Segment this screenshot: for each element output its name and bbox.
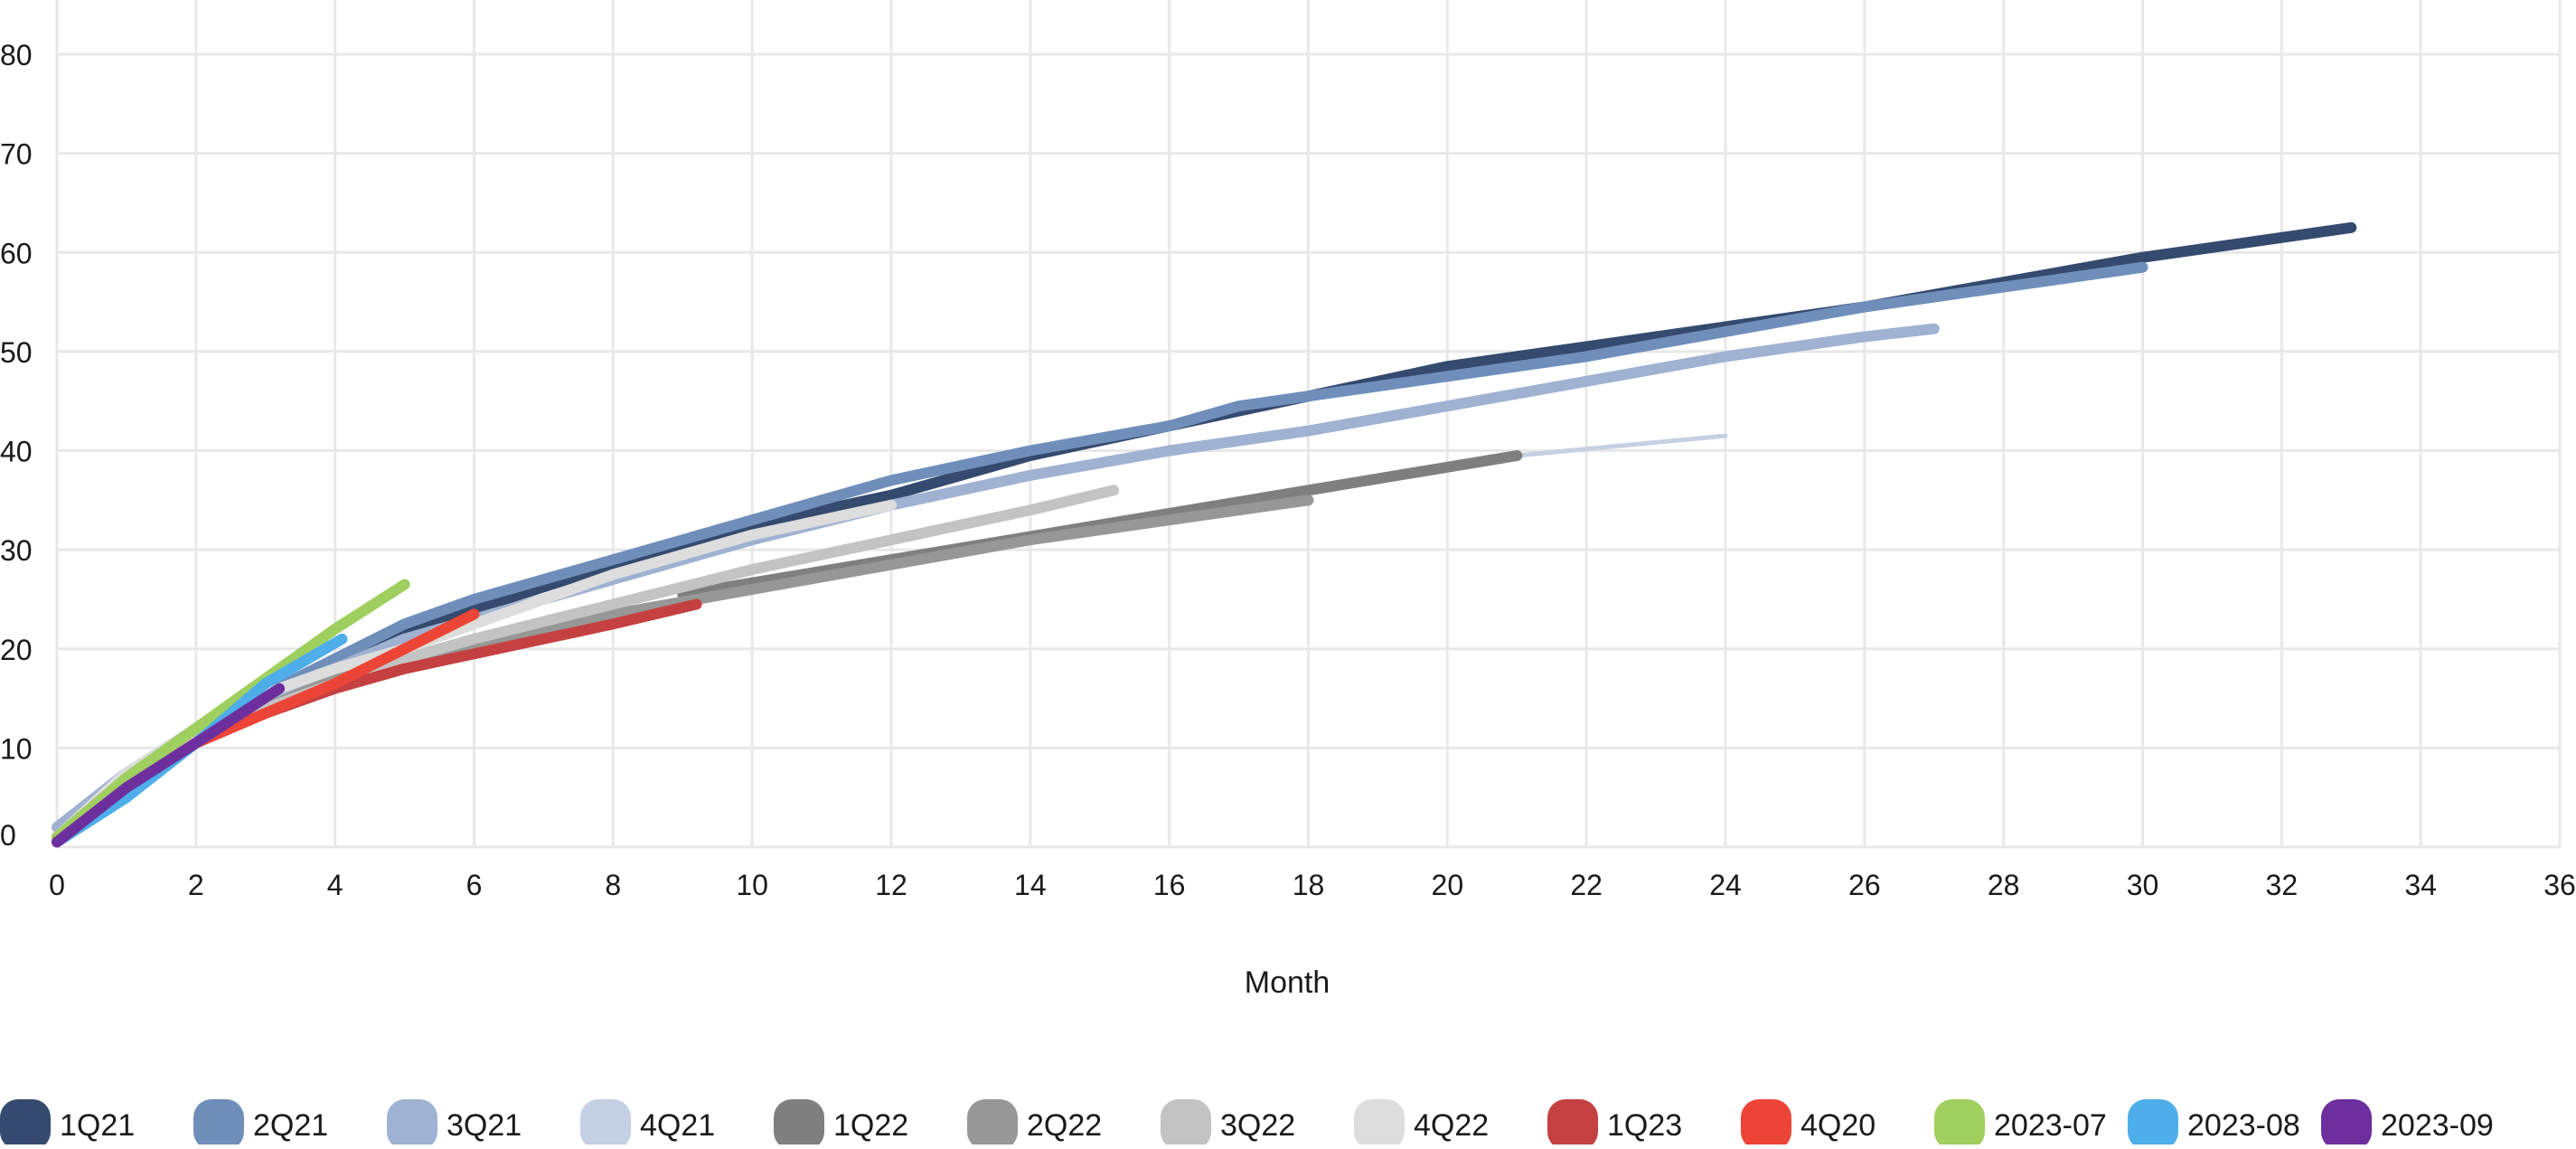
series-lines — [52, 221, 2357, 848]
legend-item-1Q23[interactable]: 1Q23 — [1547, 1099, 1682, 1149]
y-axis-ticks: 0 10 20 30 40 50 60 70 80 — [0, 39, 33, 852]
x-tick-label: 22 — [1570, 869, 1603, 901]
legend-label: 1Q23 — [1607, 1108, 1682, 1143]
legend-swatch — [0, 1099, 51, 1149]
x-tick-label: 32 — [2266, 869, 2299, 901]
legend-item-3Q22[interactable]: 3Q22 — [1161, 1099, 1295, 1149]
legend-label: 2023-08 — [2187, 1108, 2300, 1143]
legend-swatch — [1741, 1099, 1791, 1149]
x-tick-label: 30 — [2127, 869, 2159, 901]
legend-label: 3Q22 — [1220, 1108, 1295, 1143]
series-line-1Q21 — [52, 221, 2357, 843]
x-tick-label: 2 — [188, 869, 204, 901]
legend-swatch — [580, 1099, 631, 1149]
x-tick-label: 24 — [1709, 869, 1742, 901]
x-tick-label: 20 — [1432, 869, 1464, 901]
y-tick-label: 30 — [0, 534, 33, 567]
legend-item-2023-09[interactable]: 2023-09 — [2321, 1099, 2494, 1149]
legend-item-2023-07[interactable]: 2023-07 — [1934, 1099, 2107, 1149]
grid — [55, 0, 2562, 849]
y-tick-label: 60 — [0, 237, 33, 269]
legend-label: 4Q22 — [1414, 1108, 1489, 1143]
x-tick-label: 6 — [466, 869, 483, 901]
series-line-4Q21 — [1514, 433, 1728, 458]
legend-item-2Q21[interactable]: 2Q21 — [193, 1099, 328, 1149]
series-line-3Q21 — [52, 323, 1940, 833]
x-axis-title: Month — [1245, 965, 1330, 1000]
x-tick-label: 4 — [327, 869, 343, 901]
legend-swatch — [2128, 1099, 2178, 1149]
legend-swatch — [1547, 1099, 1598, 1149]
legend-item-1Q21[interactable]: 1Q21 — [0, 1099, 135, 1149]
legend-label: 2023-09 — [2381, 1108, 2494, 1143]
legend-swatch — [967, 1099, 1018, 1149]
x-tick-label: 34 — [2404, 869, 2437, 901]
x-tick-label: 26 — [1848, 869, 1881, 901]
x-axis-ticks: 0 2 4 6 8 10 12 14 16 18 20 22 24 26 28 30 32 34 36 — [49, 869, 2576, 901]
legend-swatch — [2321, 1099, 2372, 1149]
legend-swatch — [1161, 1099, 1211, 1149]
y-tick-label: 0 — [0, 819, 16, 852]
legend-item-2Q22[interactable]: 2Q22 — [967, 1099, 1102, 1149]
legend-label: 2Q22 — [1027, 1108, 1102, 1143]
series-line-2023-09 — [52, 683, 286, 848]
x-tick-label: 28 — [1988, 869, 2020, 901]
legend-label: 3Q21 — [447, 1108, 522, 1143]
series-line-3Q22 — [52, 485, 1120, 843]
x-tick-label: 12 — [875, 869, 907, 901]
x-tick-label: 18 — [1293, 869, 1325, 901]
legend-label: 2023-07 — [1994, 1108, 2107, 1143]
legend-item-2023-08[interactable]: 2023-08 — [2128, 1099, 2300, 1149]
x-tick-label: 10 — [736, 869, 768, 901]
y-tick-label: 40 — [0, 436, 33, 468]
legend-label: 1Q22 — [833, 1108, 908, 1143]
legend-label: 4Q21 — [640, 1108, 715, 1143]
legend: 1Q21 2Q21 3Q21 4Q21 1Q22 2Q22 3Q22 4Q22 1Q23 4Q20… — [0, 1099, 2494, 1149]
y-tick-label: 80 — [0, 39, 33, 71]
legend-swatch — [774, 1099, 824, 1149]
legend-item-3Q21[interactable]: 3Q21 — [387, 1099, 522, 1149]
legend-item-1Q22[interactable]: 1Q22 — [774, 1099, 908, 1149]
x-tick-label: 16 — [1153, 869, 1186, 901]
y-tick-label: 10 — [0, 732, 33, 765]
y-tick-label: 70 — [0, 138, 33, 171]
legend-item-4Q22[interactable]: 4Q22 — [1354, 1099, 1489, 1149]
legend-item-4Q21[interactable]: 4Q21 — [580, 1099, 715, 1149]
legend-item-4Q20[interactable]: 4Q20 — [1741, 1099, 1876, 1149]
legend-swatch — [193, 1099, 244, 1149]
series-line-2023-07 — [52, 579, 410, 843]
legend-swatch — [1354, 1099, 1405, 1149]
y-tick-label: 20 — [0, 634, 33, 666]
x-tick-label: 36 — [2543, 869, 2576, 901]
legend-swatch — [387, 1099, 437, 1149]
x-tick-label: 14 — [1014, 869, 1047, 901]
x-tick-label: 0 — [49, 869, 65, 901]
legend-label: 1Q21 — [60, 1108, 135, 1143]
legend-swatch — [1934, 1099, 1985, 1149]
x-tick-label: 8 — [605, 869, 621, 901]
y-tick-label: 50 — [0, 336, 33, 369]
legend-label: 4Q20 — [1800, 1108, 1876, 1143]
legend-label: 2Q21 — [253, 1108, 328, 1143]
